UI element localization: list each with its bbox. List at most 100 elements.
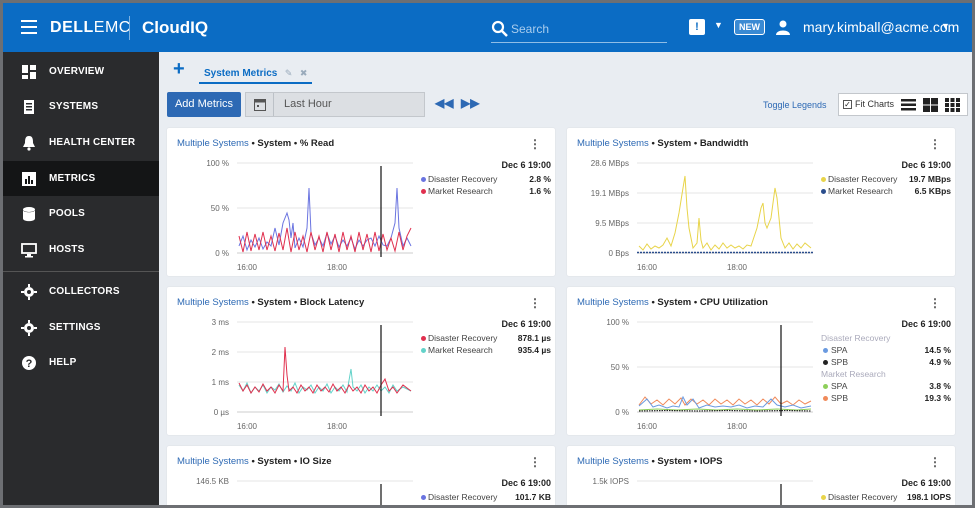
toolbar: Add Metrics Last Hour ◀◀ ▶▶ Toggle Legen… (159, 90, 972, 120)
tab-bar: + System Metrics ✎ ✖ (159, 52, 972, 88)
sidebar-item-health-center[interactable]: HEALTH CENTER (3, 125, 159, 160)
y-tick-label: 1 ms (212, 378, 229, 387)
monitor-icon (21, 242, 37, 257)
toggle-legends-link[interactable]: Toggle Legends (763, 100, 827, 110)
legend-timestamp: Dec 6 19:00 (901, 478, 951, 488)
search-input[interactable] (511, 19, 661, 39)
legend-item[interactable]: Disaster Recovery 878.1 µs (421, 333, 551, 345)
menu-icon[interactable] (21, 20, 37, 34)
grid-2-layout-icon[interactable] (923, 98, 938, 112)
x-tick-label: 18:00 (327, 263, 348, 272)
legend-item[interactable]: SPB 19.3 % (821, 393, 951, 405)
legend-item[interactable]: Disaster Recovery 2.8 % (421, 174, 551, 186)
time-range-value: Last Hour (284, 98, 332, 110)
card-title: Multiple Systems • System • Bandwidth (577, 138, 749, 149)
x-tick-label: 18:00 (327, 422, 348, 431)
chevron-down-icon[interactable]: ▼ (714, 20, 723, 30)
more-options-icon[interactable]: ⋮ (929, 455, 941, 469)
main-content: + System Metrics ✎ ✖ Add Metrics Last Ho… (159, 52, 972, 505)
more-options-icon[interactable]: ⋮ (929, 296, 941, 310)
series-line-dr-spa (638, 395, 812, 409)
more-options-icon[interactable]: ⋮ (529, 455, 541, 469)
list-layout-icon[interactable] (901, 98, 916, 112)
multiple-systems-link[interactable]: Multiple Systems (577, 297, 649, 308)
bandwidth-chart: 28.6 MBps 19.1 MBps 9.5 MBps 0 Bps 16:00… (591, 159, 813, 272)
chart-legend: Dec 6 19:00 Disaster Recovery 878.1 µs Ma… (421, 319, 551, 357)
y-tick-label: 28.6 MBps (591, 159, 629, 168)
chart-legend: Dec 6 19:00 Disaster Recovery 198.1 IOPS (821, 478, 951, 504)
legend-group-label: Market Research (821, 369, 886, 379)
y-tick-label: 2 ms (212, 348, 229, 357)
multiple-systems-link[interactable]: Multiple Systems (177, 138, 249, 149)
sidebar-item-collectors[interactable]: COLLECTORS (3, 274, 159, 309)
chart-legend: Dec 6 19:00 Disaster Recovery 19.7 MBps M… (821, 160, 951, 198)
new-badge[interactable]: NEW (734, 19, 765, 35)
pencil-icon[interactable]: ✎ (284, 68, 293, 78)
multiple-systems-link[interactable]: Multiple Systems (177, 297, 249, 308)
legend-item[interactable]: Market Research 6.5 KBps (821, 186, 951, 198)
add-tab-button[interactable]: + (173, 58, 185, 80)
y-tick-label: 0 % (215, 249, 229, 258)
more-options-icon[interactable]: ⋮ (529, 137, 541, 151)
y-tick-label: 50 % (211, 204, 229, 213)
chart-legend: Dec 6 19:00 Disaster Recovery 2.8 % Marke… (421, 160, 551, 198)
time-range-picker[interactable]: Last Hour (245, 92, 425, 117)
range-divider (273, 93, 274, 116)
add-metrics-button[interactable]: Add Metrics (167, 92, 241, 117)
legend-timestamp: Dec 6 19:00 (501, 319, 551, 329)
series-line-disaster-recovery (638, 175, 812, 251)
legend-item[interactable]: Disaster Recovery 19.7 MBps (821, 174, 951, 186)
notification-icon[interactable]: ! (689, 19, 705, 35)
y-tick-label: 100 % (206, 159, 229, 168)
y-tick-label: 1.5k IOPS (593, 477, 629, 486)
y-tick-label: 0 Bps (609, 249, 629, 258)
app-name: CloudIQ (142, 18, 209, 37)
series-line-mr-spa (638, 408, 812, 411)
legend-item[interactable]: Market Research 935.4 µs (421, 345, 551, 357)
legend-item[interactable]: Disaster Recovery 198.1 IOPS (821, 492, 951, 504)
overview-icon (22, 64, 36, 79)
sidebar-item-metrics[interactable]: METRICS (3, 161, 159, 196)
rewind-icon[interactable]: ◀◀ (435, 96, 454, 110)
metric-card-block-latency: 3 ms 2 ms 1 ms 0 µs 16:00 18:00 Multiple… (167, 287, 555, 435)
series-line-market-research (238, 227, 412, 253)
sidebar-item-help[interactable]: ? HELP (3, 345, 159, 380)
legend-item[interactable]: SPB 4.9 % (821, 357, 951, 369)
sidebar-item-hosts[interactable]: HOSTS (3, 232, 159, 267)
sidebar-item-overview[interactable]: OVERVIEW (3, 54, 159, 89)
sidebar-item-systems[interactable]: SYSTEMS (3, 89, 159, 124)
chart-legend: Dec 6 19:00 Disaster Recovery SPA 14.5 % … (821, 319, 951, 405)
sidebar-item-settings[interactable]: SETTINGS (3, 310, 159, 345)
multiple-systems-link[interactable]: Multiple Systems (577, 456, 649, 467)
fit-charts-checkbox[interactable]: ✓ (843, 100, 852, 109)
block-latency-chart: 3 ms 2 ms 1 ms 0 µs 16:00 18:00 (212, 318, 413, 431)
user-icon[interactable] (775, 19, 791, 35)
search-icon[interactable] (491, 20, 509, 38)
sidebar-item-label: OVERVIEW (49, 66, 105, 77)
card-title: Multiple Systems • System • IOPS (577, 456, 723, 467)
series-line-dr-spb (638, 409, 812, 412)
legend-item[interactable]: SPA 14.5 % (821, 345, 951, 357)
top-bar: DELLEMC CloudIQ ! ▼ NEW mary.kimball@acm… (3, 3, 972, 52)
sidebar-item-label: HOSTS (49, 244, 85, 255)
fit-charts-label: Fit Charts (855, 99, 895, 109)
chevron-down-icon[interactable]: ▼ (941, 21, 950, 31)
legend-item[interactable]: SPA 3.8 % (821, 381, 951, 393)
more-options-icon[interactable]: ⋮ (529, 296, 541, 310)
legend-timestamp: Dec 6 19:00 (901, 160, 951, 170)
close-icon[interactable]: ✖ (299, 68, 308, 78)
multiple-systems-link[interactable]: Multiple Systems (177, 456, 249, 467)
user-menu[interactable]: mary.kimball@acme.com (803, 19, 960, 35)
grid-3-layout-icon[interactable] (945, 98, 960, 112)
sidebar-item-pools[interactable]: POOLS (3, 196, 159, 231)
search-bar[interactable] (491, 17, 667, 43)
more-options-icon[interactable]: ⋮ (929, 137, 941, 151)
metric-card-read: 100 % 50 % 0 % 16:00 18:00 Multiple Syst… (167, 128, 555, 276)
tab-system-metrics[interactable]: System Metrics ✎ ✖ (199, 58, 313, 84)
forward-icon[interactable]: ▶▶ (461, 96, 480, 110)
legend-item[interactable]: Disaster Recovery 101.7 KB (421, 492, 551, 504)
multiple-systems-link[interactable]: Multiple Systems (577, 138, 649, 149)
legend-item[interactable]: Market Research 1.6 % (421, 186, 551, 198)
gear-icon (21, 319, 37, 336)
calendar-icon[interactable] (254, 98, 266, 111)
